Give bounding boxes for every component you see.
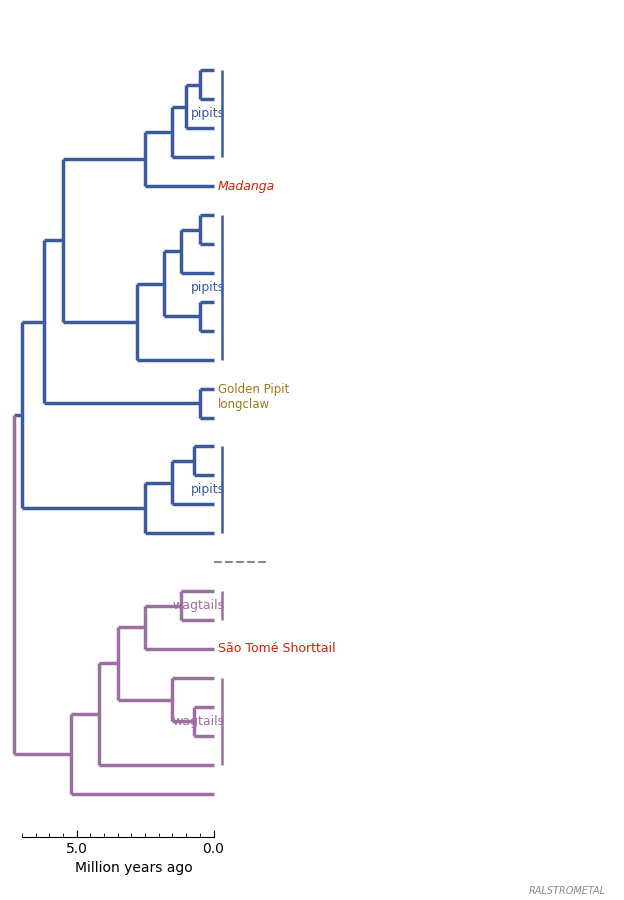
Text: pipits: pipits	[190, 107, 225, 121]
Text: wagtails: wagtails	[172, 715, 225, 728]
X-axis label: Million years ago: Million years ago	[76, 861, 193, 876]
Text: pipits: pipits	[190, 281, 225, 294]
Text: Golden Pipit
longclaw: Golden Pipit longclaw	[218, 383, 289, 411]
Text: RALSTROMETAL: RALSTROMETAL	[529, 886, 605, 896]
Text: pipits: pipits	[190, 483, 225, 497]
Text: wagtails: wagtails	[172, 599, 225, 612]
Text: Madanga: Madanga	[218, 180, 275, 193]
Text: São Tomé Shorttail: São Tomé Shorttail	[218, 643, 335, 655]
